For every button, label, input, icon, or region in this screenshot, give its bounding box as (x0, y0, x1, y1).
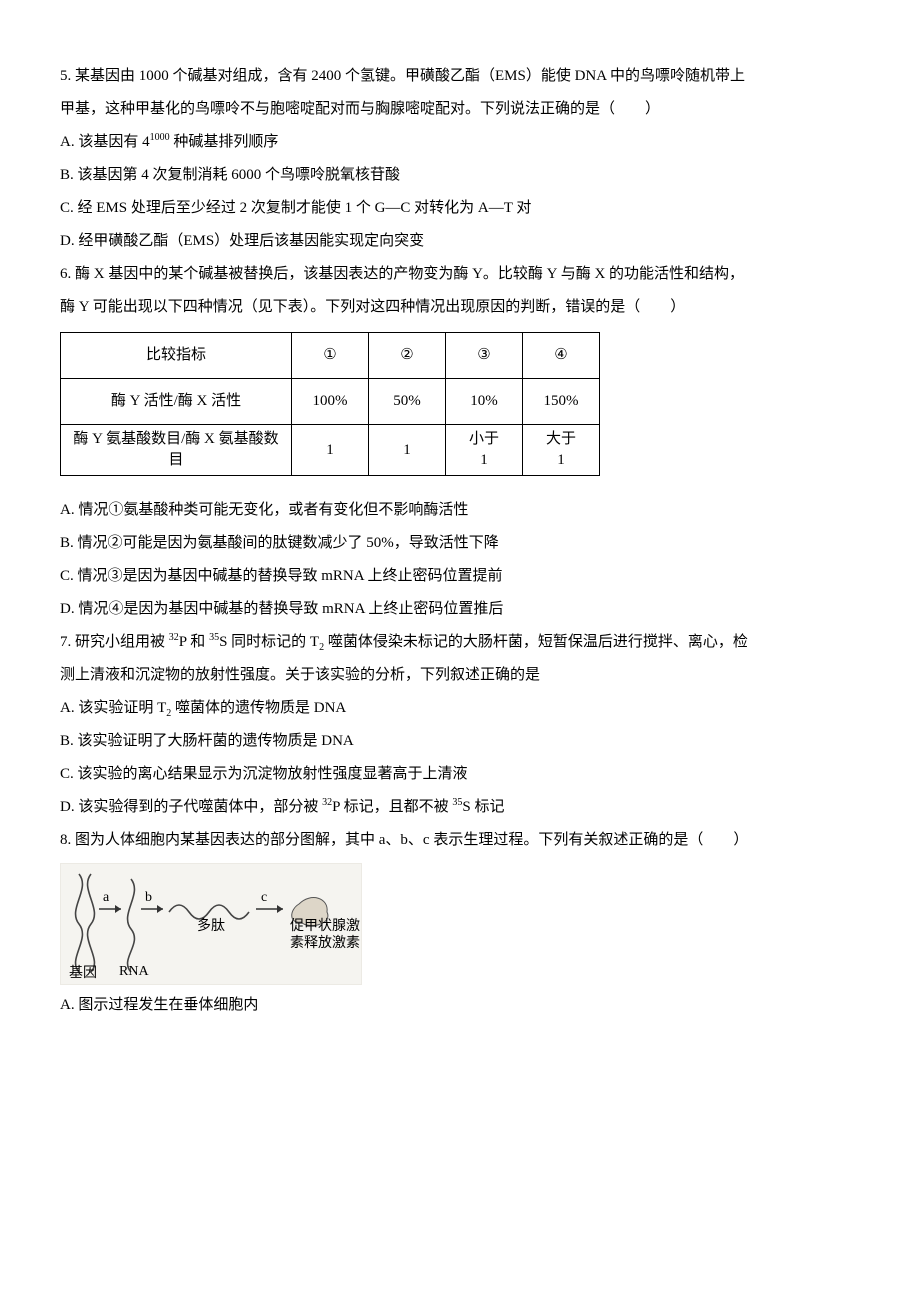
q7-p-post: P 和 (179, 634, 209, 650)
q6-opt-a: A. 情况①氨基酸种类可能无变化，或者有变化但不影响酶活性 (60, 494, 860, 527)
q6-th3: ③ (446, 333, 523, 379)
fig-label-b: b (145, 890, 152, 907)
q7-s1-post: 噬菌体侵染未标记的大肠杆菌，短暂保温后进行搅拌、离心，检 (324, 634, 748, 650)
q5-opt-a-post: 种碱基排列顺序 (170, 134, 279, 150)
q5-opt-c: C. 经 EMS 处理后至少经过 2 次复制才能使 1 个 G—C 对转化为 A… (60, 192, 860, 225)
q7-s-post: S 同时标记的 T (219, 634, 319, 650)
q5-opt-a-pre: A. 该基因有 4 (60, 134, 150, 150)
q6-r2c4b: 1 (557, 452, 565, 468)
q8-stem: 8. 图为人体细胞内某基因表达的部分图解，其中 a、b、c 表示生理过程。下列有… (60, 824, 860, 857)
q5-opt-a-sup: 1000 (150, 132, 170, 143)
q7-s1-pre: 7. 研究小组用被 (60, 634, 169, 650)
q5-opt-d: D. 经甲磺酸乙酯（EMS）处理后该基因能实现定向突变 (60, 225, 860, 258)
q5-opt-a: A. 该基因有 41000 种碱基排列顺序 (60, 126, 860, 159)
q7-opt-d-s: 35 (452, 797, 462, 808)
q6-opt-c: C. 情况③是因为基因中碱基的替换导致 mRNA 上终止密码位置提前 (60, 560, 860, 593)
q6-r2c1: 1 (292, 425, 369, 476)
fig-label-c: c (261, 890, 267, 907)
fig-label-poly: 多肽 (197, 919, 225, 936)
fig-trh1: 促甲状腺激 (290, 919, 360, 934)
q5-stem-line1: 5. 某基因由 1000 个碱基对组成，含有 2400 个氢键。甲磺酸乙酯（EM… (60, 60, 860, 93)
q6-opt-b: B. 情况②可能是因为氨基酸间的肽键数减少了 50%，导致活性下降 (60, 527, 860, 560)
table-row: 酶 Y 活性/酶 X 活性 100% 50% 10% 150% (61, 379, 600, 425)
q7-opt-d-p: 32 (322, 797, 332, 808)
q6-r1c3: 10% (446, 379, 523, 425)
q7-stem-line1: 7. 研究小组用被 32P 和 35S 同时标记的 T2 噬菌体侵染未标记的大肠… (60, 626, 860, 659)
q6-r1c4: 150% (523, 379, 600, 425)
q7-stem-line2: 测上清液和沉淀物的放射性强度。关于该实验的分析，下列叙述正确的是 (60, 659, 860, 692)
q7-opt-a-post: 噬菌体的遗传物质是 DNA (171, 700, 346, 716)
q7-opt-d-post: S 标记 (462, 799, 504, 815)
q6-th1: ① (292, 333, 369, 379)
q6-stem-line2: 酶 Y 可能出现以下四种情况（见下表）。下列对这四种情况出现原因的判断，错误的是… (60, 291, 860, 324)
q6-opt-d: D. 情况④是因为基因中碱基的替换导致 mRNA 上终止密码位置推后 (60, 593, 860, 626)
q8-opt-a: A. 图示过程发生在垂体细胞内 (60, 989, 860, 1022)
q7-opt-a-pre: A. 该实验证明 T (60, 700, 166, 716)
q6-th4: ④ (523, 333, 600, 379)
q8-figure: a b c 多肽 促甲状腺激 素释放激素 基因 RNA (60, 863, 362, 985)
q7-opt-b: B. 该实验证明了大肠杆菌的遗传物质是 DNA (60, 725, 860, 758)
q7-p32: 32 (169, 632, 179, 643)
q7-s35: 35 (209, 632, 219, 643)
q5-opt-b: B. 该基因第 4 次复制消耗 6000 个鸟嘌呤脱氧核苷酸 (60, 159, 860, 192)
q6-r2c4: 大于 1 (523, 425, 600, 476)
q7-opt-d-mid: P 标记，且都不被 (332, 799, 452, 815)
q7-opt-a: A. 该实验证明 T2 噬菌体的遗传物质是 DNA (60, 692, 860, 725)
q6-r2c0b: 目 (168, 452, 183, 468)
q6-r1c2: 50% (369, 379, 446, 425)
table-row: 酶 Y 氨基酸数目/酶 X 氨基酸数 目 1 1 小于 1 大于 1 (61, 425, 600, 476)
q6-r2c0: 酶 Y 氨基酸数目/酶 X 氨基酸数 目 (61, 425, 292, 476)
q6-table: 比较指标 ① ② ③ ④ 酶 Y 活性/酶 X 活性 100% 50% 10% … (60, 332, 600, 476)
q6-r2c0a: 酶 Y 氨基酸数目/酶 X 氨基酸数 (73, 431, 278, 447)
q6-r2c4a: 大于 (546, 431, 576, 447)
q7-opt-d: D. 该实验得到的子代噬菌体中，部分被 32P 标记，且都不被 35S 标记 (60, 791, 860, 824)
q6-r1c1: 100% (292, 379, 369, 425)
fig-trh2: 素释放激素 (290, 936, 360, 951)
table-row: 比较指标 ① ② ③ ④ (61, 333, 600, 379)
q6-r1c0: 酶 Y 活性/酶 X 活性 (61, 379, 292, 425)
q5-stem-line2: 甲基，这种甲基化的鸟嘌呤不与胞嘧啶配对而与胸腺嘧啶配对。下列说法正确的是（ ） (60, 93, 860, 126)
q7-opt-d-pre: D. 该实验得到的子代噬菌体中，部分被 (60, 799, 322, 815)
fig-label-a: a (103, 890, 109, 907)
q6-stem-line1: 6. 酶 X 基因中的某个碱基被替换后，该基因表达的产物变为酶 Y。比较酶 Y … (60, 258, 860, 291)
q6-r2c3: 小于 1 (446, 425, 523, 476)
q6-th0: 比较指标 (61, 333, 292, 379)
q7-opt-c: C. 该实验的离心结果显示为沉淀物放射性强度显著高于上清液 (60, 758, 860, 791)
q6-r2c3b: 1 (480, 452, 488, 468)
q6-th2: ② (369, 333, 446, 379)
fig-label-trh: 促甲状腺激 素释放激素 (289, 919, 361, 953)
q6-r2c2: 1 (369, 425, 446, 476)
fig-label-rna: RNA (119, 964, 149, 981)
q6-r2c3a: 小于 (469, 431, 499, 447)
fig-label-gene: 基因 (69, 966, 97, 983)
